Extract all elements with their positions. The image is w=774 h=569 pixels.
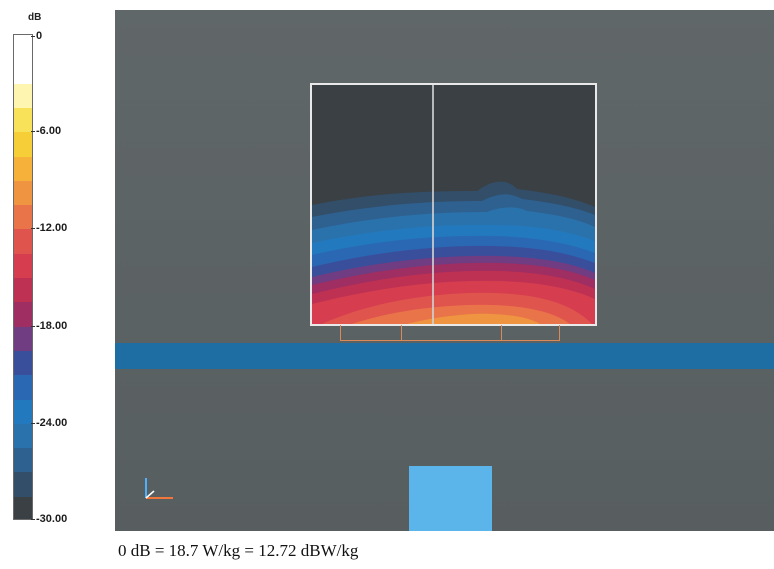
- sar-scan-area: [310, 83, 597, 326]
- reference-caption: 0 dB = 18.7 W/kg = 12.72 dBW/kg: [118, 541, 359, 560]
- legend-band: [14, 132, 32, 157]
- legend-band: [14, 278, 32, 303]
- legend-band: [14, 496, 32, 519]
- sar-contour-plot: [312, 85, 595, 324]
- scan-divider-line: [432, 85, 434, 324]
- legend-unit-label: dB: [28, 12, 42, 23]
- legend-band: [14, 205, 32, 230]
- legend-tick-label: -12.00: [30, 222, 68, 235]
- legend-tick-label: -18.00: [30, 319, 68, 332]
- legend-band: [14, 375, 32, 400]
- legend-band: [14, 253, 32, 279]
- legend-color-bar: [13, 34, 33, 520]
- legend-band: [14, 423, 32, 449]
- source-block: [409, 466, 492, 531]
- phantom-shell-layer: [115, 343, 774, 369]
- legend-band: [14, 326, 32, 352]
- legend-band: [14, 83, 32, 109]
- simulation-view: [115, 10, 774, 531]
- legend-tick-label: 0: [30, 30, 43, 42]
- legend-band: [14, 180, 32, 206]
- legend-band: [14, 302, 32, 328]
- legend-tick-label: -30.00: [30, 513, 68, 525]
- legend-band: [14, 448, 32, 473]
- legend-band: [14, 107, 32, 133]
- legend-tick-label: -24.00: [30, 416, 68, 429]
- color-scale-legend: dB 0 -6.00 -12.00 -18.00 -24.00 -30.00: [0, 0, 112, 540]
- legend-band: [14, 35, 32, 85]
- legend-band: [14, 156, 32, 182]
- legend-band: [14, 229, 32, 255]
- legend-tick-label: -6.00: [30, 125, 62, 138]
- axes-triad-icon: [145, 478, 173, 499]
- legend-band: [14, 472, 32, 498]
- legend-band: [14, 350, 32, 376]
- legend-band: [14, 399, 32, 425]
- antenna-outline: [340, 325, 560, 341]
